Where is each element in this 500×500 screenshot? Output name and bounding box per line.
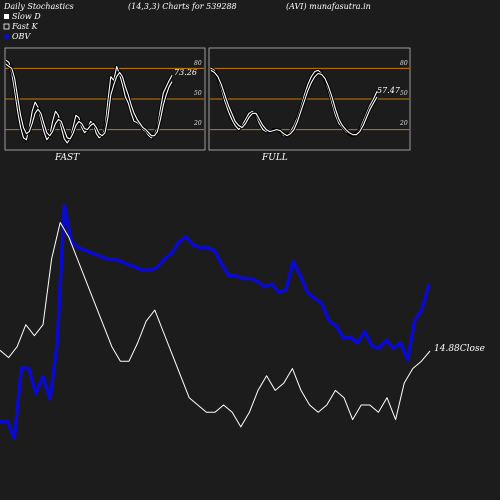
header-title: Daily Stochastics [3,2,74,11]
fast-stochastic-panel: 80 50 20 73.26 [4,47,206,151]
legend: Slow D Fast K OBV [3,12,41,41]
legend-swatch-obv [3,33,10,40]
full-tick-80: 80 [400,60,408,67]
legend-swatch-slow-d [4,14,9,19]
fast-last-value: 73.26 [174,68,197,77]
fast-panel-label: FAST [54,153,80,163]
fast-series-1 [5,63,173,140]
legend-label-fast-k: Fast K [11,22,39,31]
header-params: (14,3,3) Charts for 539288 [128,2,237,11]
fast-tick-20: 20 [193,120,202,127]
full-stochastic-panel: 80 50 20 57.47 [208,47,411,151]
full-last-value: 57.47 [377,86,401,95]
fast-tick-50: 50 [194,90,202,97]
close-price-label: 14.88Close [434,344,485,354]
close-price-line [0,222,431,428]
header-source: (AVI) munafasutra.in [286,2,371,11]
full-panel-label: FULL [261,153,288,163]
obv-price-chart [0,203,431,440]
full-series-1 [210,69,378,137]
full-tick-50: 50 [400,90,408,97]
full-tick-20: 20 [399,120,408,127]
legend-label-slow-d: Slow D [12,12,41,21]
fast-tick-80: 80 [194,60,202,67]
obv-line [0,203,431,440]
legend-label-obv: OBV [12,32,31,41]
legend-swatch-fast-k [3,23,10,30]
